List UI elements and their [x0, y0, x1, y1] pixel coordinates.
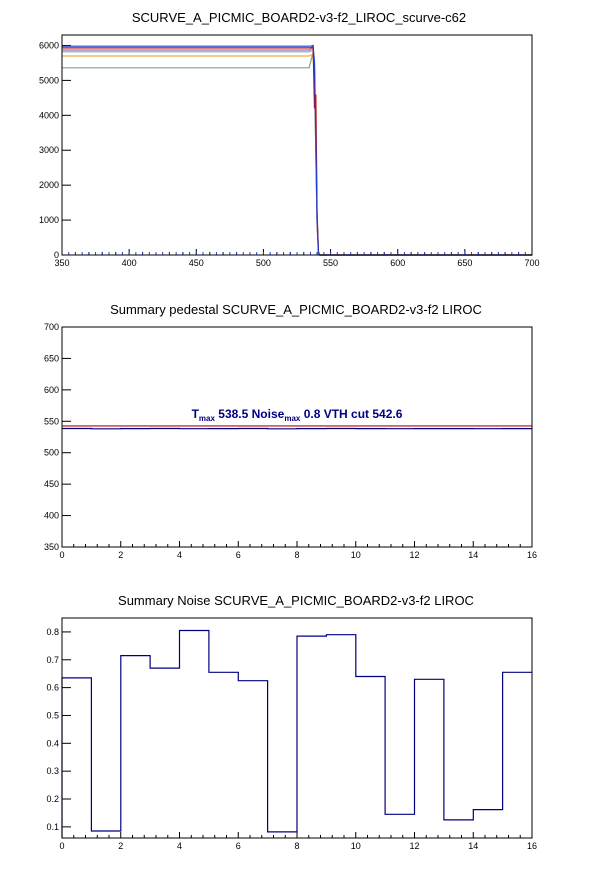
noise-y-tick-label: 0.2 [46, 794, 59, 804]
noise-x-tick-label: 0 [59, 841, 64, 851]
scurve-y-tick-label: 5000 [39, 75, 59, 85]
pedestal-x-tick-label: 0 [59, 550, 64, 560]
scurve-y-tick-label: 2000 [39, 180, 59, 190]
noise-y-tick-label: 0.4 [46, 738, 59, 748]
noise-y-tick-label: 0.8 [46, 627, 59, 637]
pedestal-y-tick-label: 700 [44, 322, 59, 332]
scurve-series-line [62, 52, 532, 256]
pedestal-x-tick-label: 4 [177, 550, 182, 560]
noise-x-tick-label: 2 [118, 841, 123, 851]
noise-x-tick-label: 12 [409, 841, 419, 851]
scurve-title: SCURVE_A_PICMIC_BOARD2-v3-f2_LIROC_scurv… [132, 10, 466, 25]
scurve-x-tick-label: 700 [524, 258, 539, 268]
scurve-series-line [62, 44, 532, 256]
pedestal-x-tick-label: 6 [236, 550, 241, 560]
noise-y-tick-label: 0.6 [46, 683, 59, 693]
noise-frame [61, 617, 533, 839]
pedestal-x-tick-label: 12 [409, 550, 419, 560]
pedestal-y-tick-label: 600 [44, 385, 59, 395]
scurve-y-tick-label: 1000 [39, 215, 59, 225]
scurve-series-line [62, 46, 532, 256]
noise-x-tick-label: 16 [527, 841, 537, 851]
scurve-x-tick-label: 600 [390, 258, 405, 268]
noise-x-tick-label: 14 [468, 841, 478, 851]
pedestal-annotation: Tmax 538.5 Noisemax 0.8 VTH cut 542.6 [192, 407, 403, 423]
noise-x-tick-label: 8 [294, 841, 299, 851]
scurve-x-tick-label: 400 [122, 258, 137, 268]
noise-y-tick-label: 0.1 [46, 822, 59, 832]
scurve-series-line [62, 49, 532, 256]
scurve-x-tick-label: 450 [189, 258, 204, 268]
scurve-series-line [62, 53, 532, 256]
pedestal-x-tick-label: 8 [294, 550, 299, 560]
pedestal-x-tick-label: 10 [351, 550, 361, 560]
scurve-frame [61, 34, 533, 256]
noise-plot: 0 2 4 6 8 10 12 14 16 0.1 0.2 0.3 0.4 0.5 0.6 0.7 0.8 [46, 627, 537, 851]
noise-x-tick-label: 6 [236, 841, 241, 851]
scurve-plot: 350 400 450 500 550 600 650 700 0 1000 2000 3000 400… [39, 40, 540, 268]
pedestal-y-tick-label: 350 [44, 542, 59, 552]
pedestal-x-tick-label: 2 [118, 550, 123, 560]
pedestal-y-tick-label: 500 [44, 448, 59, 458]
noise-y-tick-label: 0.5 [46, 710, 59, 720]
pedestal-y-tick-label: 450 [44, 479, 59, 489]
noise-title: Summary Noise SCURVE_A_PICMIC_BOARD2-v3-… [118, 593, 474, 608]
scurve-x-tick-label: 350 [54, 258, 69, 268]
scurve-x-tick-label: 550 [323, 258, 338, 268]
pedestal-y-tick-label: 650 [44, 353, 59, 363]
scurve-y-tick-label: 6000 [39, 40, 59, 50]
pedestal-title: Summary pedestal SCURVE_A_PICMIC_BOARD2-… [110, 302, 482, 317]
noise-y-tick-label: 0.7 [46, 655, 59, 665]
scurve-y-tick-label: 0 [54, 250, 59, 260]
scurve-x-tick-label: 650 [457, 258, 472, 268]
pedestal-x-tick-label: 14 [468, 550, 478, 560]
scurve-x-tick-label: 500 [256, 258, 271, 268]
pedestal-y-tick-label: 550 [44, 416, 59, 426]
scurve-y-tick-label: 4000 [39, 110, 59, 120]
noise-x-tick-label: 10 [351, 841, 361, 851]
pedestal-plot: 0 2 4 6 8 10 12 14 16 350 400 450 500 550 600 650 700 [44, 322, 537, 560]
scurve-y-tick-label: 3000 [39, 145, 59, 155]
pedestal-frame [61, 326, 533, 548]
pedestal-y-tick-label: 400 [44, 511, 59, 521]
scurve-series-line [62, 46, 532, 256]
noise-histogram-line [61, 629, 532, 838]
noise-y-tick-label: 0.3 [46, 766, 59, 776]
noise-x-tick-label: 4 [177, 841, 182, 851]
pedestal-x-tick-label: 16 [527, 550, 537, 560]
